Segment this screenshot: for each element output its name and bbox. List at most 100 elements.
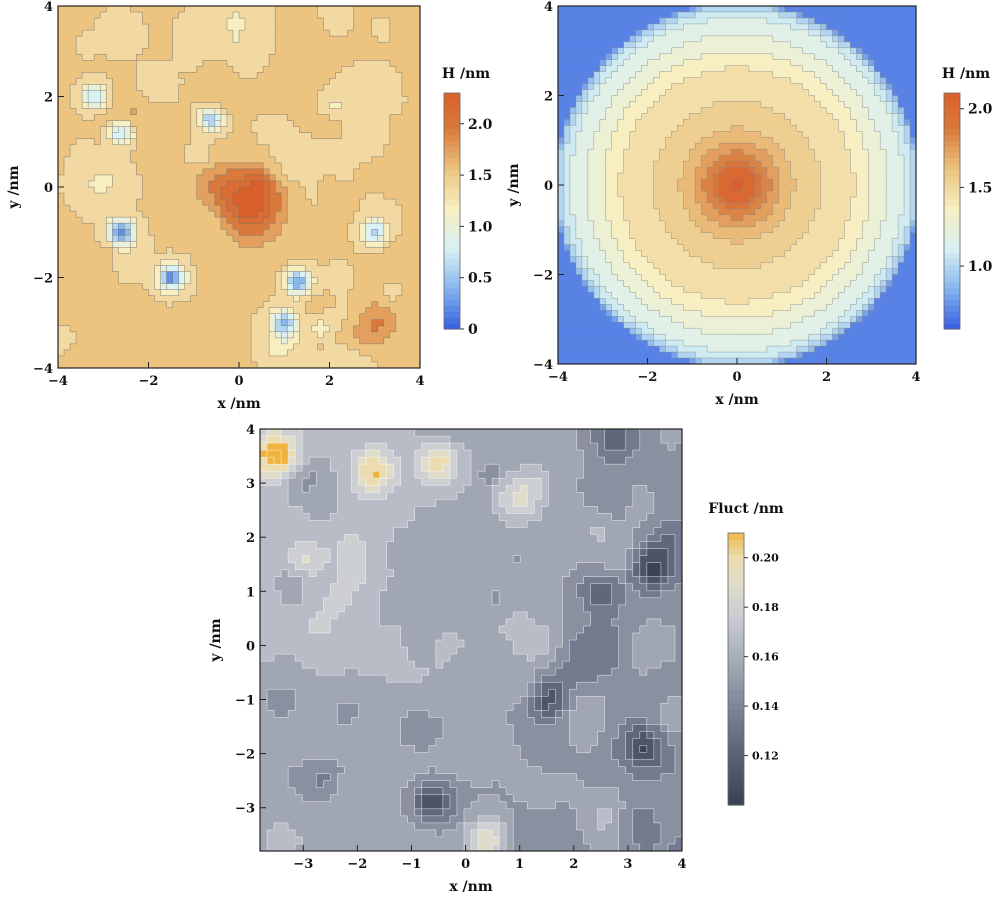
contour-cell — [160, 156, 168, 164]
contour-cell — [341, 78, 349, 85]
contour-cell — [112, 30, 119, 37]
contour-cell — [172, 295, 180, 303]
contour-cell — [335, 187, 343, 194]
contour-cell — [365, 271, 373, 278]
contour-cell — [377, 217, 385, 224]
contour-cell — [196, 138, 204, 146]
contour-cell — [401, 217, 409, 224]
contour-cell — [275, 150, 282, 158]
contour-cell — [166, 138, 174, 146]
contour-cell — [226, 54, 234, 61]
contour-cell — [160, 259, 168, 266]
contour-cell — [299, 295, 306, 303]
contour-cell — [275, 174, 282, 182]
contour-cell — [148, 78, 156, 85]
contour-cell — [395, 66, 403, 73]
contour-cell — [377, 6, 385, 13]
contour-cell — [94, 120, 101, 128]
contour-cell — [263, 343, 270, 351]
contour-cell — [269, 301, 276, 309]
contour-cell — [275, 205, 282, 212]
contour-cell — [196, 343, 204, 351]
contour-cell — [395, 12, 403, 19]
contour-cell — [148, 54, 156, 61]
contour-cell — [287, 277, 294, 285]
contour-cell — [407, 90, 415, 97]
contour-cell — [76, 48, 83, 55]
contour-cell — [148, 313, 156, 321]
contour-cell — [269, 337, 276, 345]
contour-cell — [407, 30, 415, 37]
contour-cell — [232, 30, 240, 37]
contour-cell — [184, 6, 192, 13]
contour-cell — [251, 337, 258, 345]
contour-cell — [335, 96, 343, 104]
colorbar-segment — [444, 246, 460, 253]
contour-cell — [868, 6, 875, 13]
contour-cell — [335, 24, 343, 31]
contour-cell — [154, 265, 162, 272]
contour-cell — [136, 72, 143, 79]
contour-cell — [82, 120, 89, 128]
contour-cell — [112, 271, 119, 278]
contour-cell — [353, 60, 361, 67]
contour-cell — [76, 138, 83, 146]
contour-cell — [154, 42, 162, 49]
contour-cell — [184, 42, 192, 49]
contour-cell — [94, 138, 101, 146]
contour-cell — [100, 307, 107, 315]
contour-cell — [395, 319, 403, 327]
contour-cell — [341, 108, 349, 116]
contour-cell — [100, 36, 107, 43]
contour-cell — [148, 168, 156, 176]
contour-cell — [377, 247, 385, 254]
contour-cell — [130, 325, 137, 333]
contour-cell — [64, 217, 71, 224]
contour-cell — [196, 168, 204, 176]
contour-cell — [220, 12, 228, 19]
contour-cell — [257, 168, 264, 176]
contour-cell — [190, 72, 198, 79]
contour-cell — [401, 18, 409, 25]
contour-cell — [220, 126, 228, 134]
contour-cell — [136, 295, 143, 303]
contour-cell — [214, 193, 222, 200]
contour-cell — [305, 162, 312, 170]
contour-cell — [287, 126, 294, 134]
contour-cell — [239, 301, 246, 309]
contour-cell — [760, 6, 768, 13]
contour-cell — [563, 6, 571, 13]
contour-cell — [136, 30, 143, 37]
contour-cell — [377, 132, 385, 140]
contour-cell — [160, 361, 168, 368]
contour-cell — [64, 247, 71, 254]
contour-cell — [269, 132, 276, 140]
contour-cell — [311, 156, 318, 164]
contour-cell — [329, 162, 337, 170]
contour-cell — [287, 24, 294, 31]
x-tick-label: −4 — [48, 374, 68, 389]
contour-cell — [287, 241, 294, 248]
contour-cell — [317, 126, 324, 134]
contour-cell — [245, 168, 252, 176]
contour-cell — [160, 72, 168, 79]
contour-cell — [106, 205, 113, 212]
contour-cell — [196, 325, 204, 333]
contour-cell — [251, 325, 258, 333]
contour-cell — [299, 174, 306, 182]
contour-cell — [142, 96, 149, 104]
contour-cell — [371, 18, 379, 25]
contour-cell — [251, 54, 258, 61]
contour-cell — [136, 187, 143, 194]
contour-cell — [347, 90, 355, 97]
contour-cell — [160, 168, 168, 176]
contour-cell — [172, 361, 180, 368]
contour-cell — [317, 193, 324, 200]
contour-cell — [226, 205, 234, 212]
contour-cell — [226, 337, 234, 345]
contour-cell — [305, 108, 312, 116]
contour-cell — [94, 337, 101, 345]
colorbar-tick-label: 0.5 — [468, 271, 492, 287]
contour-cell — [106, 265, 113, 272]
contour-cell — [353, 253, 361, 260]
